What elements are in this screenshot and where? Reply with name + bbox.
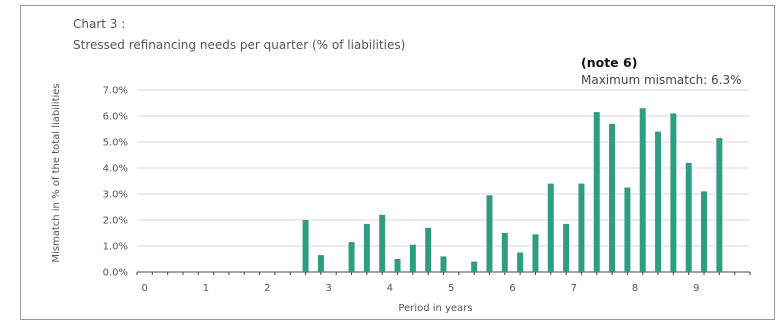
bar (547, 183, 554, 272)
bar (685, 162, 692, 272)
bar (609, 123, 616, 272)
bar (701, 191, 708, 272)
bar (471, 261, 478, 272)
bar (317, 255, 324, 272)
bar (716, 138, 723, 272)
y-tick-label: 0.0% (103, 268, 128, 279)
x-tick-label: 3 (325, 283, 331, 294)
x-tick-label: 2 (264, 283, 270, 294)
bar (532, 234, 539, 272)
bar (302, 220, 309, 272)
y-tick-label: 3.0% (103, 190, 128, 201)
bar (486, 195, 493, 272)
y-tick-label: 7.0% (103, 86, 128, 97)
bar (379, 214, 386, 272)
bar (517, 252, 524, 272)
y-tick-label: 1.0% (103, 242, 128, 253)
y-tick-label: 2.0% (103, 216, 128, 227)
bar (425, 227, 432, 272)
bar (624, 187, 631, 272)
x-tick-label: 9 (693, 283, 699, 294)
bar (593, 112, 600, 272)
bar (578, 183, 585, 272)
y-axis-label: Mismatch in % of the total liabilities (51, 83, 62, 262)
x-tick-label: 4 (387, 283, 393, 294)
y-tick-label: 4.0% (103, 164, 128, 175)
bar (394, 259, 401, 272)
x-tick-label: 5 (448, 283, 454, 294)
bar (655, 131, 662, 272)
x-axis-label: Period in years (398, 303, 472, 314)
x-tick-label: 7 (571, 283, 577, 294)
bar (639, 108, 646, 272)
x-tick-label: 0 (141, 283, 147, 294)
bar (409, 244, 416, 272)
bar (440, 256, 447, 272)
max-mismatch-annotation: Maximum mismatch: 6.3% (581, 73, 742, 87)
bar (363, 223, 370, 272)
bar (670, 113, 677, 273)
chart-number: Chart 3 : (73, 17, 126, 31)
x-tick-label: 8 (632, 283, 638, 294)
y-tick-label: 6.0% (103, 112, 128, 123)
y-tick-label: 5.0% (103, 138, 128, 149)
bar (563, 223, 570, 272)
bar (501, 233, 508, 272)
note-reference: (note 6) (581, 55, 638, 70)
bar (348, 242, 355, 272)
x-tick-label: 6 (509, 283, 515, 294)
chart-title: Stressed refinancing needs per quarter (… (73, 38, 406, 52)
x-tick-label: 1 (203, 283, 209, 294)
